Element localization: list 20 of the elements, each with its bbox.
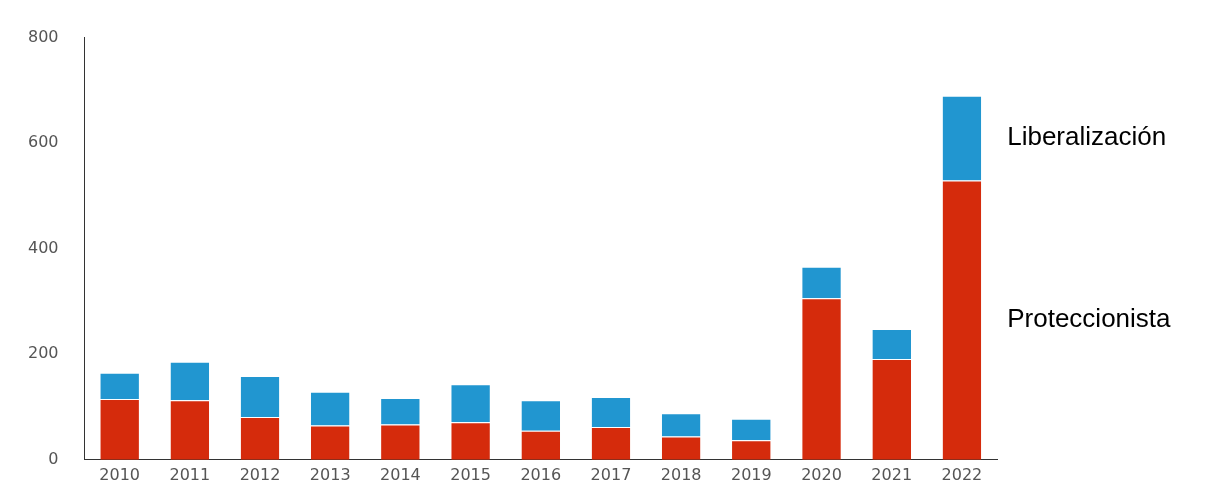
x-tick-label: 2019: [730, 464, 772, 484]
x-tick-label: 2012: [239, 464, 281, 484]
x-tick-label: 2015: [450, 464, 491, 484]
x-tick-label: 2016: [520, 464, 562, 484]
y-tick-label: 800: [27, 26, 59, 46]
y-tick-label: 0: [48, 448, 59, 468]
x-tick-label: 2010: [99, 464, 140, 484]
x-tick-label: 2022: [941, 464, 983, 484]
series-label: Proteccionista: [1007, 303, 1172, 334]
x-tick-label: 2014: [380, 464, 421, 484]
x-tick-label: 2020: [801, 464, 842, 484]
x-tick-label: 2011: [169, 464, 211, 484]
x-tick-label: 2018: [660, 464, 702, 484]
x-tick-label: 2021: [871, 464, 913, 484]
x-tick-label: 2013: [309, 464, 351, 484]
y-tick-label: 400: [27, 237, 59, 257]
y-tick-label: 600: [27, 132, 59, 152]
y-tick-label: 200: [27, 343, 59, 363]
series-label: Liberalización: [1007, 121, 1167, 152]
x-tick-label: 2017: [590, 464, 632, 484]
